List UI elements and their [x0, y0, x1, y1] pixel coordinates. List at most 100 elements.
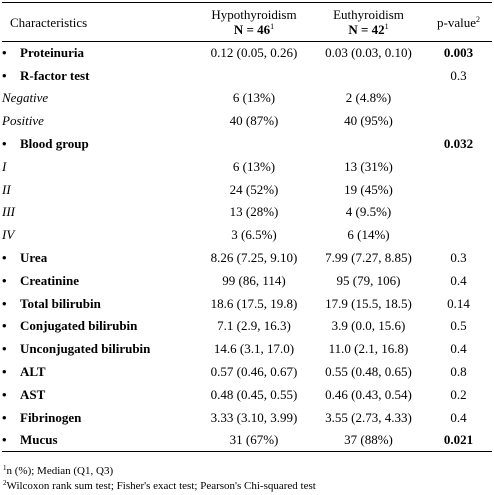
- cell-euthyroidism: 19 (45%): [344, 181, 393, 197]
- row-label-text: ALT: [20, 364, 46, 380]
- row-label-text: AST: [20, 386, 46, 402]
- cell-p-value: [425, 87, 492, 110]
- cell-p-value: 0.3: [450, 67, 467, 83]
- header-p-value: p-value2: [425, 2, 492, 42]
- cell-euthyroidism: 7.99 (7.27, 8.85): [325, 250, 412, 266]
- row-label-text: Positive: [2, 113, 44, 129]
- characteristics-table: Characteristics Hypothyroidism N = 461 E…: [2, 2, 492, 453]
- row-label: II: [2, 178, 196, 201]
- cell-p-value: 0.5: [450, 318, 467, 334]
- bullet-icon: •: [2, 409, 7, 425]
- table-row: • Total bilirubin 18.6 (17.5, 19.8) 17.9 (1…: [2, 292, 492, 315]
- cell-euthyroidism: 0.03 (0.03, 0.10): [325, 45, 412, 61]
- table-row: • R-factor test 0.3: [2, 64, 492, 87]
- cell-euthyroidism: [312, 133, 425, 156]
- cell-hypothyroidism: 0.57 (0.46, 0.67): [210, 364, 298, 380]
- cell-p-value: [425, 201, 492, 224]
- row-label: • Urea: [2, 247, 196, 270]
- header-eu-n-sup: 1: [384, 22, 389, 31]
- cell-p-value: 0.14: [447, 295, 470, 311]
- row-label-text: Negative: [2, 90, 49, 106]
- row-label: • Mucus: [2, 429, 196, 453]
- cell-hypothyroidism: [196, 64, 312, 87]
- row-label-text: Total bilirubin: [20, 295, 101, 311]
- cell-hypothyroidism: [196, 133, 312, 156]
- cell-hypothyroidism: 31 (67%): [196, 429, 312, 453]
- row-label-text: I: [2, 158, 7, 174]
- header-characteristics: Characteristics: [2, 2, 196, 42]
- table-row: III 13 (28%) 4 (9.5%): [2, 201, 492, 224]
- cell-euthyroidism: 3.9 (0.0, 15.6): [331, 318, 406, 334]
- row-label: • AST: [2, 383, 196, 406]
- row-label: • ALT: [2, 361, 196, 384]
- bullet-icon: •: [2, 295, 7, 311]
- row-label: • Blood group: [2, 133, 196, 156]
- cell-euthyroidism: [312, 64, 425, 87]
- cell-p-value: 0.4: [450, 272, 467, 288]
- row-label-text: II: [2, 181, 11, 197]
- bullet-icon: •: [2, 136, 7, 152]
- table-row: • AST 0.48 (0.45, 0.55) 0.46 (0.43, 0.54) 0.…: [2, 383, 492, 406]
- bullet-icon: •: [2, 364, 7, 380]
- table-row: Negative 6 (13%) 2 (4.8%): [2, 87, 492, 110]
- bullet-icon: •: [2, 318, 7, 334]
- table-row: Positive 40 (87%) 40 (95%): [2, 110, 492, 133]
- header-hypothyroidism: Hypothyroidism N = 461: [196, 2, 312, 42]
- header-hypo-n: N = 46: [233, 22, 271, 37]
- table-row: • Proteinuria 0.12 (0.05, 0.26) 0.03 (0.03,…: [2, 42, 492, 65]
- table-row: • Mucus 31 (67%) 37 (88%) 0.021: [2, 429, 492, 453]
- bullet-icon: •: [2, 341, 7, 357]
- table-row: II 24 (52%) 19 (45%): [2, 178, 492, 201]
- footnote-1: 1n (%); Median (Q1, Q3): [3, 464, 113, 478]
- table-header-row: Characteristics Hypothyroidism N = 461 E…: [2, 2, 492, 42]
- cell-p-value: [425, 155, 492, 178]
- cell-hypothyroidism: 3.33 (3.10, 3.99): [210, 409, 298, 425]
- cell-p-value: 0.8: [450, 364, 467, 380]
- cell-euthyroidism: 2 (4.8%): [345, 90, 392, 106]
- cell-hypothyroidism: 6 (13%): [232, 158, 276, 174]
- cell-hypothyroidism: 14.6 (3.1, 17.0): [213, 341, 295, 357]
- cell-p-value: [425, 178, 492, 201]
- table-row: • Unconjugated bilirubin 14.6 (3.1, 17.0) 1…: [2, 338, 492, 361]
- cell-hypothyroidism: 24 (52%): [229, 181, 279, 197]
- row-label: Negative: [2, 87, 196, 110]
- header-eu-n: N = 42: [348, 22, 385, 37]
- cell-euthyroidism: 0.55 (0.48, 0.65): [325, 364, 412, 380]
- row-label: • Fibrinogen: [2, 406, 196, 429]
- cell-hypothyroidism: 7.1 (2.9, 16.3): [217, 318, 291, 334]
- cell-p-value: 0.032: [443, 136, 474, 152]
- bullet-icon: •: [2, 386, 7, 402]
- row-label: III: [2, 201, 196, 224]
- cell-hypothyroidism: 6 (13%): [232, 90, 276, 106]
- cell-euthyroidism: 17.9 (15.5, 18.5): [325, 295, 412, 311]
- cell-p-value: 0.4: [450, 409, 467, 425]
- row-label-text: Blood group: [20, 136, 89, 152]
- row-label: • Proteinuria: [2, 42, 196, 65]
- footnote-1-sup: 1: [3, 464, 7, 472]
- row-label-text: Conjugated bilirubin: [20, 318, 138, 334]
- cell-euthyroidism: 0.46 (0.43, 0.54): [325, 386, 412, 402]
- cell-euthyroidism: 4 (9.5%): [345, 204, 392, 220]
- cell-p-value: 0.003: [443, 45, 474, 61]
- cell-euthyroidism: 11.0 (2.1, 16.8): [328, 341, 409, 357]
- row-label: • Creatinine: [2, 269, 196, 292]
- cell-hypothyroidism: 18.6 (17.5, 19.8): [210, 295, 298, 311]
- header-p-sup: 2: [475, 14, 480, 24]
- row-label-text: III: [2, 204, 15, 220]
- header-euthyroidism: Euthyroidism N = 421: [312, 2, 425, 42]
- table-row: • Urea 8.26 (7.25, 9.10) 7.99 (7.27, 8.85) 0…: [2, 247, 492, 270]
- row-label-text: Urea: [20, 250, 48, 266]
- cell-euthyroidism: 95 (79, 106): [336, 272, 401, 288]
- footnote-2-sup: 2: [3, 479, 7, 487]
- row-label-text: Unconjugated bilirubin: [20, 341, 151, 357]
- cell-hypothyroidism: 8.26 (7.25, 9.10): [210, 250, 298, 266]
- table-row: • Blood group 0.032: [2, 133, 492, 156]
- cell-p-value: 0.4: [450, 341, 467, 357]
- bullet-icon: •: [2, 272, 7, 288]
- table-row: • Creatinine 99 (86, 114) 95 (79, 106) 0.4: [2, 269, 492, 292]
- table-row: IV 3 (6.5%) 6 (14%): [2, 224, 492, 247]
- row-label-text: Creatinine: [20, 272, 79, 288]
- cell-hypothyroidism: 0.12 (0.05, 0.26): [210, 45, 298, 61]
- row-label: Positive: [2, 110, 196, 133]
- cell-hypothyroidism: 99 (86, 114): [222, 272, 286, 288]
